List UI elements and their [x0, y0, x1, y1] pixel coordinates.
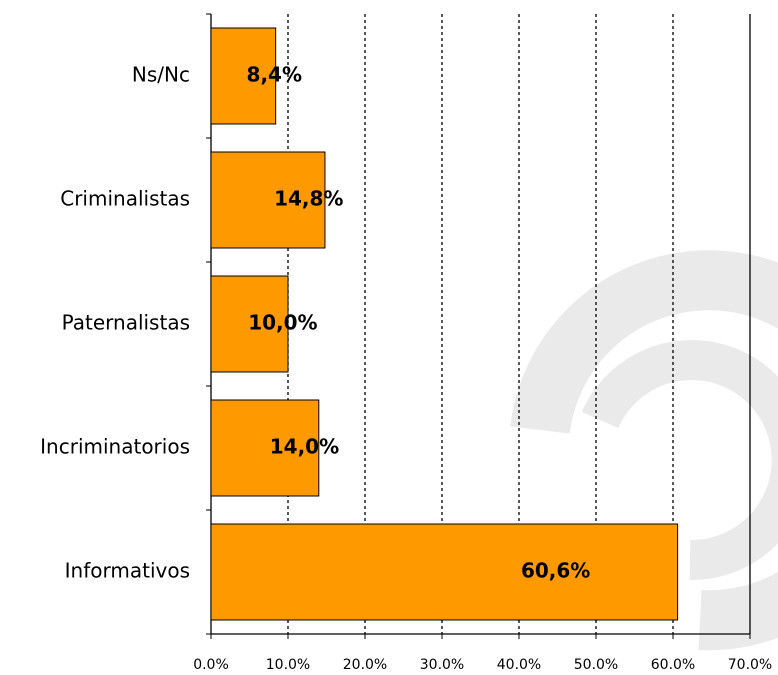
value-label: 10,0% [248, 311, 317, 335]
value-label: 60,6% [521, 559, 590, 583]
y-tick-label: Informativos [65, 559, 190, 583]
y-tick-label: Ns/Nc [132, 63, 190, 87]
value-label: 8,4% [247, 63, 302, 87]
bar [210, 275, 289, 373]
watermark-arc [510, 250, 778, 651]
x-tick-label: 20.0% [343, 657, 387, 673]
bar [210, 523, 679, 621]
x-tick-label: 10.0% [266, 657, 310, 673]
x-tick-label: 50.0% [574, 657, 618, 673]
x-tick-label: 30.0% [420, 657, 464, 673]
y-tick-label: Incriminatorios [40, 435, 190, 459]
watermark [510, 250, 778, 651]
watermark-arc [581, 340, 778, 581]
bar [210, 151, 326, 249]
y-tick-label: Paternalistas [62, 311, 190, 335]
x-tick-label: 0.0% [193, 657, 229, 673]
x-tick-label: 40.0% [497, 657, 541, 673]
y-tick-label: Criminalistas [60, 187, 190, 211]
bar [210, 399, 320, 497]
value-label: 14,0% [270, 435, 339, 459]
bar [210, 27, 277, 125]
x-tick-label: 70.0% [728, 657, 772, 673]
x-tick-label: 60.0% [651, 657, 695, 673]
value-label: 14,8% [274, 187, 343, 211]
